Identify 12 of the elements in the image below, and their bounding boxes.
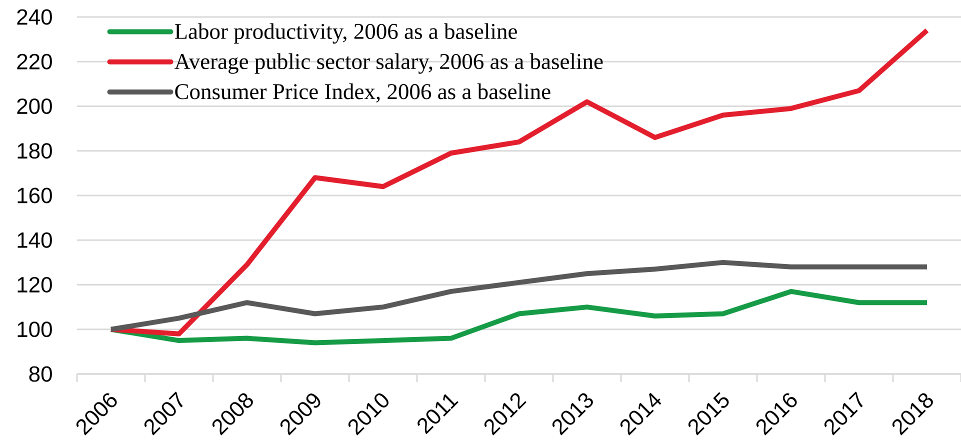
y-tick-label: 80 [29, 366, 52, 382]
y-tick-label: 120 [18, 276, 52, 293]
y-tick-label: 160 [18, 188, 52, 204]
y-tick-label: 100 [18, 322, 52, 338]
y-tick-label: 200 [17, 98, 52, 114]
legend-label: Average public sector salary, 2006 as a baseline [174, 53, 603, 74]
legend-label: Consumer Price Index, 2006 as a baseline [175, 83, 550, 102]
y-tick-label: 140 [18, 232, 52, 248]
y-tick-label: 220 [17, 54, 52, 70]
y-tick-label: 180 [18, 143, 52, 159]
legend-label: Labor productivity, 2006 as a baseline [174, 23, 517, 44]
y-tick-label: 240 [17, 9, 52, 25]
